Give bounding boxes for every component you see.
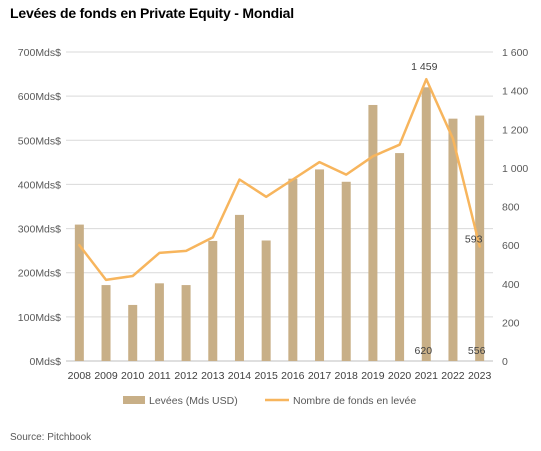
line-data-label: 1 459 [411,61,437,73]
bar [261,240,271,361]
right-tick-label: 1 600 [502,47,528,59]
right-tick-label: 800 [502,202,520,214]
right-tick-label: 0 [502,356,508,368]
left-tick-label: 500Mds$ [18,135,61,147]
x-tick-label: 2019 [361,370,385,382]
x-tick-label: 2021 [415,370,439,382]
bar [208,240,218,361]
x-tick-label: 2014 [228,370,252,382]
data-labels: 620 556 1 459 593 [411,61,485,357]
left-tick-label: 700Mds$ [18,47,61,59]
bar [288,178,298,361]
chart-title: Levées de fonds en Private Equity - Mond… [10,5,294,21]
bar [421,87,431,362]
right-axis-ticks: 0 200 400 600 800 1 000 1 200 1 400 1 600 [502,47,528,368]
legend: Levées (Mds USD) Nombre de fonds en levée [123,395,416,407]
right-tick-label: 1 400 [502,86,528,98]
left-axis-ticks: 0Mds$ 100Mds$ 200Mds$ 300Mds$ 400Mds$ 500Mds$… [18,47,61,368]
left-tick-label: 600Mds$ [18,91,61,103]
bar [154,283,164,361]
line-data-label: 593 [465,233,483,245]
bar [128,304,138,361]
x-tick-label: 2023 [468,370,492,382]
x-tick-label: 2009 [94,370,118,382]
right-tick-label: 1 000 [502,163,528,175]
legend-label-line: Nombre de fonds en levée [293,395,416,407]
legend-label-bar: Levées (Mds USD) [149,395,238,407]
x-axis-labels: 2008 2009 2010 2011 2012 2013 2014 2015 2016 2017… [68,370,492,382]
left-tick-label: 400Mds$ [18,179,61,191]
bar [341,181,351,361]
left-tick-label: 0Mds$ [29,356,61,368]
right-tick-label: 200 [502,317,520,329]
right-tick-label: 1 200 [502,124,528,136]
bar-data-label: 556 [468,345,486,357]
line-series [78,77,481,282]
x-tick-label: 2011 [148,370,171,382]
bar-data-label: 620 [415,345,433,357]
x-tick-label: 2013 [201,370,225,382]
left-tick-label: 300Mds$ [18,224,61,236]
x-tick-label: 2015 [254,370,278,382]
bar [475,115,485,362]
series-line [78,77,481,282]
bar [395,153,405,361]
bar [234,214,244,361]
left-tick-label: 100Mds$ [18,312,61,324]
x-tick-label: 2020 [388,370,412,382]
x-tick-label: 2008 [68,370,92,382]
bar [101,285,111,361]
x-tick-label: 2012 [174,370,198,382]
left-tick-label: 200Mds$ [18,268,61,280]
bar [315,169,325,361]
bar-series [74,87,485,362]
bar [368,104,378,361]
x-tick-label: 2017 [308,370,332,382]
x-tick-label: 2022 [441,370,465,382]
bar [181,285,191,361]
x-tick-label: 2016 [281,370,305,382]
x-tick-label: 2010 [121,370,145,382]
x-tick-label: 2018 [335,370,359,382]
right-tick-label: 400 [502,279,520,291]
source-note: Source: Pitchbook [10,432,92,443]
right-tick-label: 600 [502,240,520,252]
bar [74,224,84,361]
legend-swatch-bar [123,396,145,404]
bar [448,118,458,361]
